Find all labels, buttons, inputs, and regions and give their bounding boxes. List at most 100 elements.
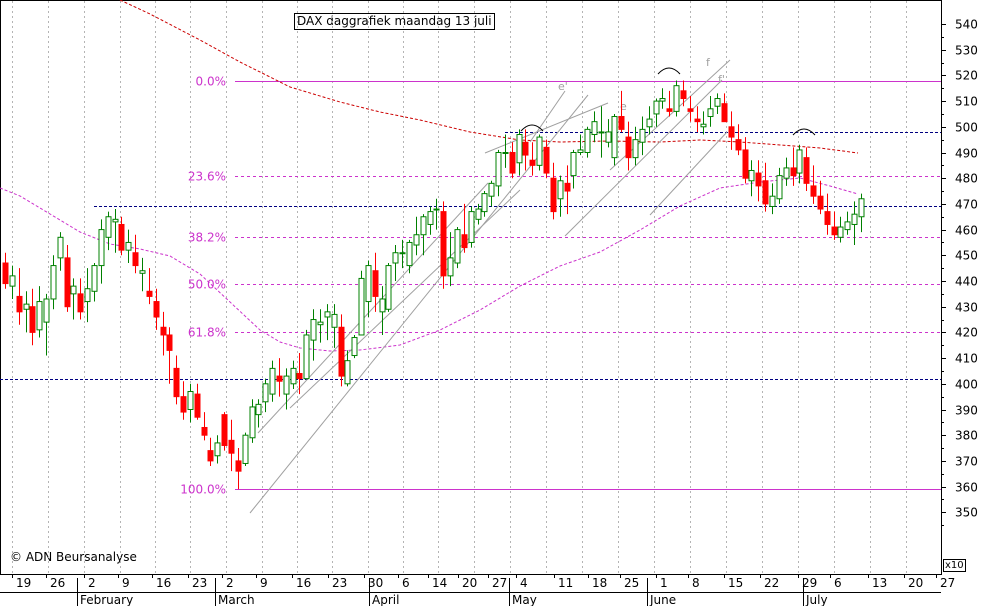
candle [249,399,256,443]
candle [570,149,577,189]
candle [632,126,639,166]
candle [187,383,194,423]
candle-body [242,434,249,464]
candle-body [653,100,660,115]
month-label: June [649,593,676,606]
candle-body [673,85,680,112]
candle-body [365,265,372,303]
candle [666,90,673,117]
candle [611,113,618,166]
candle-body [611,116,618,159]
candle-body [112,218,119,223]
candle-body [57,236,64,259]
candle-body [276,375,283,382]
candle [461,203,468,253]
y-tick-label: 370 [955,455,978,469]
candle-body [447,257,454,277]
candle-body [9,275,16,287]
candle-body [837,226,844,238]
x-tick-label: 4 [520,576,528,590]
candle-body [132,252,139,267]
fib-label: 0.0% [196,75,227,89]
candle [646,106,653,135]
candle [769,183,776,215]
x-tick-label: 9 [122,576,130,590]
candle-body [413,234,420,246]
candle [64,245,71,312]
candle [564,165,571,215]
candle-body [481,193,488,213]
candle [605,119,612,148]
candle [385,263,392,312]
candle-body [536,136,543,166]
candle [118,216,125,256]
y-tick-label: 480 [955,172,978,186]
y-tick-label: 450 [955,249,978,263]
candle [598,106,605,158]
candle [255,399,262,428]
moving-average-short [0,177,859,352]
candle-body [817,195,824,210]
candle-body [358,277,365,336]
chart-title: DAX daggrafiek maandag 13 juli [294,13,495,30]
candle-body [269,367,276,395]
candle-body [125,241,132,251]
y-tick-label: 510 [955,95,978,109]
candle [707,95,714,127]
candle [653,98,660,127]
candle-body [488,182,495,197]
y-tick-label: 460 [955,224,978,238]
candle [194,383,201,420]
y-tick-label: 420 [955,326,978,340]
candle-body [550,177,557,213]
candle [125,229,132,264]
candle [358,270,365,336]
candle [146,268,153,305]
candle [283,368,290,410]
candle-body [824,211,831,225]
candle-body [372,270,379,297]
candle [235,448,242,490]
y-tick-label: 500 [955,121,978,135]
x-tick-label: 22 [764,576,779,590]
candle [577,134,584,156]
candle [618,90,625,132]
candle-body [338,326,345,377]
candle-body [2,262,9,285]
x-tick-label: 20 [908,576,923,590]
candle [296,352,303,395]
candle [160,311,167,356]
candle [796,144,803,184]
candle-body [214,442,221,457]
candle-body [84,288,91,303]
candle-body [598,131,605,134]
candle [269,360,276,402]
channel-line [649,131,728,216]
y-tick-label: 360 [955,481,978,495]
candle-body [440,211,447,277]
candle [50,255,57,310]
candle [276,358,283,397]
candle-body [461,234,468,249]
x-tick-label: 16 [296,576,311,590]
candle-body [700,123,707,128]
candle [516,129,523,176]
candle-body [427,211,434,225]
candle-body [344,360,351,385]
candle [132,234,139,274]
candle-body [762,180,769,205]
candle [454,227,461,269]
fib-label: 100.0% [180,483,226,497]
candle [591,111,598,143]
x-tick-label: 30 [368,576,383,590]
candle [351,334,358,359]
candle-body [735,139,742,151]
candle [399,239,406,269]
candle-body [194,393,201,418]
candle [810,165,817,204]
candle-body [235,460,242,472]
x-tick-label: 23 [332,576,347,590]
candle [153,288,160,330]
candle [420,214,427,256]
